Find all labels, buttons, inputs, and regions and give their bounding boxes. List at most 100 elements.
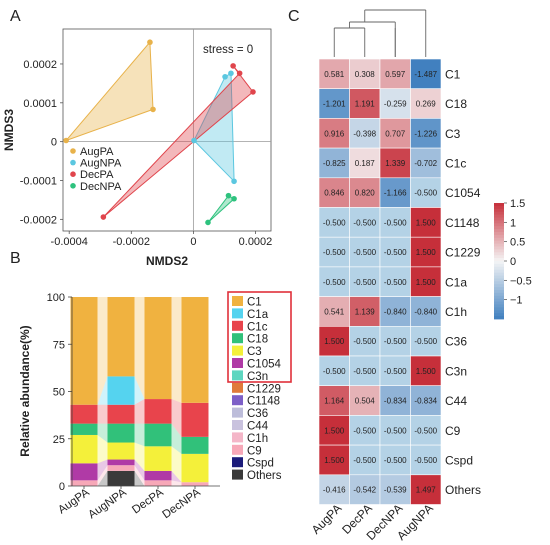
heatmap-cell-c1-decnpa [379,58,411,90]
heatmap-cell-c1a-decnpa [379,266,411,297]
abundance-band-c9 [97,465,108,486]
abundance-bar-decnpa-c18 [181,436,209,454]
colorbar-segment [494,269,504,273]
heatmap-cell-value: 0.269 [416,100,437,109]
heatmap-cell-value: 1.500 [416,248,437,257]
abundance-bar-decpa-c1054 [144,470,172,481]
heatmap-row-label-c1054: C1054 [445,186,481,200]
colorbar-segment [494,217,504,221]
heatmap-column-dendrogram [333,9,427,57]
abundance-legend-label-c9: C9 [247,445,262,457]
heatmap-panel: 0.581 0.308 0.597 -1.487 -1.201 1.191 -0.259 0.… [309,9,532,543]
abundance-legend-swatch-c44 [232,420,243,430]
heatmap-cell-c1054-augnpa [410,177,442,208]
nmds-plot-frame [62,28,272,232]
heatmap-cell-c44-augpa [318,385,350,416]
heatmap-cell-value: -0.500 [414,426,437,435]
heatmap-cell-value: 0.541 [324,307,345,316]
heatmap-cell-value: -0.500 [414,456,437,465]
heatmap-row-label-c18: C18 [445,97,467,111]
heatmap-cell-value: 0.308 [355,70,376,79]
heatmap-cell-value: -0.500 [414,189,437,198]
heatmap-cell-value: -1.201 [323,100,346,109]
colorbar-segment [494,252,504,256]
abundance-legend-label-c3n: C3n [247,371,268,383]
nmds-legend-label-augpa: AugPA [80,146,114,158]
heatmap-cell-c44-decnpa [379,385,411,416]
heatmap-cell-c36-decnpa [379,325,411,357]
heatmap-cell-value: 0.187 [355,159,376,168]
abundance-legend-label-c1c: C1c [247,321,268,333]
heatmap-cell-cspd-augnpa [410,444,442,476]
heatmap-cell-c1148-decnpa [379,207,411,238]
colorbar-segment [494,261,504,265]
colorbar-tick-label: −1 [510,295,523,307]
abundance-bar-augnpa-c1054 [107,459,135,466]
nmds-zero-lines [63,29,271,231]
heatmap-cell-c1c-decnpa [379,147,411,179]
abundance-band-c3 [97,434,108,464]
colorbar-segment [494,281,504,285]
colorbar-tick-label: 0.5 [510,237,525,249]
nmds-point-decnpa-0 [225,192,232,199]
heatmap-cell-value: -0.840 [414,307,437,316]
colorbar-segment [494,211,504,215]
heatmap-cell-value: -0.500 [323,278,346,287]
colorbar-segment [494,205,504,210]
abundance-bar-decpa-c1 [144,297,172,400]
heatmap-row-labels: C1 C18 C3 C1c C1054 C1148 C1229 C1a C1h C36 C3n C44… [445,67,481,497]
heatmap-row-label-c9: C9 [445,424,461,438]
abundance-band-c1a [134,376,145,405]
colorbar-segment [494,275,504,279]
colorbar-segment [494,240,504,244]
colorbar-segment [494,223,504,227]
heatmap-column-label-augpa: AugPA [309,501,345,537]
panel-a-letter: A [10,8,21,25]
heatmap-cell-value: -0.542 [353,486,376,495]
heatmap-cell-value: -0.500 [384,248,407,257]
nmds-legend-label-augnpa: AugNPA [80,158,122,170]
heatmap-cell-value: -0.398 [353,129,376,138]
heatmap-row-label-c3: C3 [445,127,461,141]
heatmap-row-label-c1148: C1148 [445,216,480,230]
colorbar-segment [494,234,504,239]
heatmap-cell-value: -0.500 [353,278,376,287]
heatmap-cell-value: -0.500 [353,218,376,227]
heatmap-cell-value: -0.702 [414,159,437,168]
nmds-y-tick-label: 0.0002 [23,59,57,71]
colorbar-segment [494,246,504,250]
heatmap-cell-value: -0.500 [353,426,376,435]
heatmap-cell-value: -0.416 [323,486,346,495]
heatmap-cell-c36-augnpa [410,325,442,357]
heatmap-cell-c3n-decnpa [379,355,411,387]
nmds-point-augnpa-2 [231,178,237,185]
abundance-bars [70,297,209,486]
abundance-band-c1c [171,399,182,437]
nmds-panel: -0.0004 -0.0002 0 0.0002 -0.0002 -0.0001 0 0.0… [2,28,272,268]
nmds-y-ticks: -0.0002 -0.0001 0 0.0001 0.0002 [20,59,63,226]
heatmap-cell-c1148-augpa [318,207,350,238]
abundance-legend-swatch-c1h [232,432,243,443]
abundance-bar-augnpa-c3 [107,442,135,460]
heatmap-cell-value: 0.916 [324,129,345,138]
heatmap-cell-c3-decpa [349,118,381,149]
heatmap-cell-value: -0.500 [384,367,407,376]
heatmap-cell-value: -0.259 [384,100,407,109]
heatmap-cell-cspd-decpa [349,444,381,476]
heatmap-cell-value: -0.539 [384,486,407,495]
nmds-point-decpa-0 [230,63,236,69]
abundance-bar-augnpa-c1a [107,376,135,405]
abundance-band-c1 [97,297,108,405]
heatmap-cell-c18-decpa [349,88,381,119]
abundance-band-c18 [97,423,108,443]
colorbar-segment [494,249,504,253]
colorbar-segment [494,301,504,305]
abundance-bar-decnpa-c1c [181,402,209,437]
nmds-hull-augpa [64,40,154,142]
abundance-bar-augpa-c1c [70,404,98,424]
heatmap-cell-c9-decpa [349,415,381,446]
colorbar-segment [494,284,504,288]
nmds-y-tick-label: -0.0001 [20,176,57,188]
abundance-band-c1a [97,376,108,405]
